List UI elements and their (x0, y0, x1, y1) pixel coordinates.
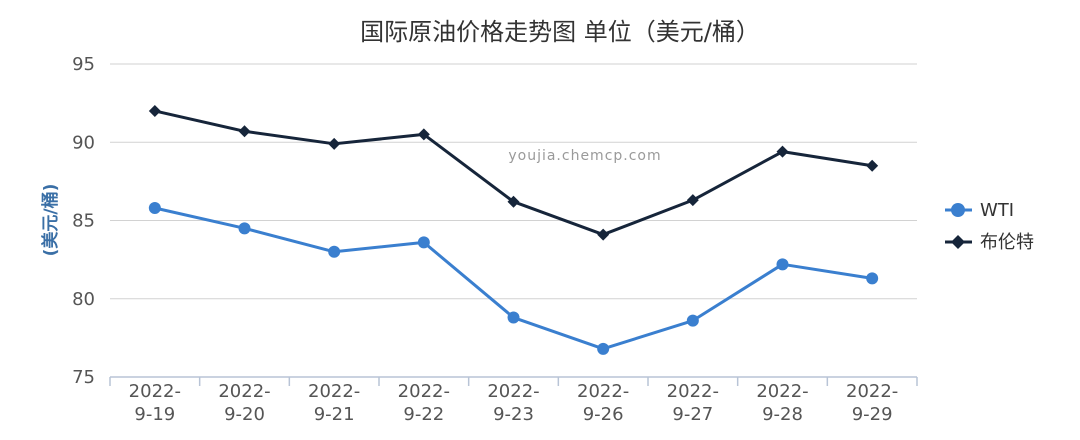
data-point[interactable] (148, 201, 161, 214)
x-tick-label: 2022- (667, 381, 719, 402)
data-point[interactable] (686, 194, 699, 207)
y-tick-label: 80 (72, 289, 95, 310)
x-tick-label: 9-20 (224, 404, 265, 425)
x-tick-label: 2022- (756, 381, 808, 402)
data-point[interactable] (328, 245, 341, 258)
y-tick-label: 85 (72, 211, 95, 232)
x-tick-label: 9-28 (762, 404, 803, 425)
legend-marker (951, 203, 965, 217)
data-point[interactable] (328, 137, 341, 150)
data-point[interactable] (417, 236, 430, 249)
series-line (154, 109, 873, 237)
legend-item[interactable]: 布伦特 (945, 232, 1034, 253)
x-tick-label: 2022- (577, 381, 629, 402)
y-tick-label: 90 (72, 132, 95, 153)
data-point[interactable] (597, 228, 610, 241)
data-point[interactable] (776, 258, 789, 271)
x-tick-label: 2022- (308, 381, 360, 402)
y-tick-labels: 95 90 85 80 75 (72, 54, 95, 388)
legend-item[interactable]: WTI (945, 200, 1014, 221)
data-point[interactable] (507, 311, 520, 324)
legend-label: WTI (980, 200, 1014, 221)
x-tick-label: 9-21 (314, 404, 355, 425)
y-tick-label: 95 (72, 54, 95, 75)
x-axis: 2022-9-192022-9-202022-9-212022-9-222022… (109, 376, 918, 425)
data-point[interactable] (417, 128, 430, 141)
data-point[interactable] (686, 314, 699, 327)
legend[interactable]: WTI 布伦特 (945, 200, 1034, 253)
data-point[interactable] (507, 195, 520, 208)
legend-label: 布伦特 (980, 232, 1034, 253)
x-tick-label: 2022- (218, 381, 270, 402)
x-tick-label: 2022- (487, 381, 539, 402)
x-tick-label: 2022- (129, 381, 181, 402)
x-tick-label: 9-27 (672, 404, 713, 425)
x-tick-label: 9-29 (852, 404, 893, 425)
y-axis-label: (美元/桶) (40, 184, 61, 257)
x-tick-label: 9-23 (493, 404, 534, 425)
x-tick-label: 2022- (398, 381, 450, 402)
data-point[interactable] (148, 104, 161, 117)
data-point[interactable] (597, 342, 610, 355)
x-tick-label: 2022- (846, 381, 898, 402)
x-tick-label: 9-19 (134, 404, 175, 425)
data-point[interactable] (238, 222, 251, 235)
data-point[interactable] (238, 125, 251, 138)
legend-marker (951, 235, 965, 249)
data-point[interactable] (866, 159, 879, 172)
x-tick-label: 9-22 (403, 404, 444, 425)
chart-title: 国际原油价格走势图 单位（美元/桶） (360, 18, 760, 46)
data-point[interactable] (776, 145, 789, 158)
data-point[interactable] (866, 272, 879, 285)
watermark: youjia.chemcp.com (508, 148, 661, 164)
x-tick-label: 9-26 (583, 404, 624, 425)
series-group (148, 104, 879, 355)
grid-lines (110, 63, 917, 378)
series-line (154, 206, 873, 351)
y-tick-label: 75 (72, 367, 95, 388)
